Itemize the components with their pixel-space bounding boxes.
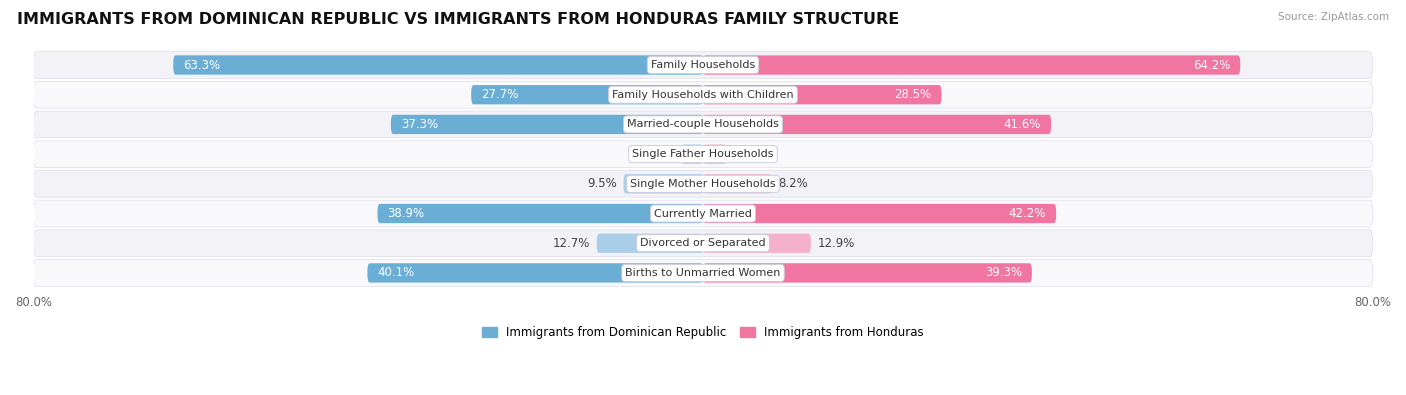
Text: 64.2%: 64.2% (1192, 58, 1230, 71)
FancyBboxPatch shape (623, 174, 703, 194)
Text: Family Households: Family Households (651, 60, 755, 70)
Text: 12.7%: 12.7% (553, 237, 591, 250)
Text: 12.9%: 12.9% (818, 237, 855, 250)
FancyBboxPatch shape (703, 174, 772, 194)
FancyBboxPatch shape (34, 260, 1372, 286)
Text: Divorced or Separated: Divorced or Separated (640, 238, 766, 248)
Text: Single Mother Households: Single Mother Households (630, 179, 776, 189)
FancyBboxPatch shape (34, 171, 1372, 197)
FancyBboxPatch shape (173, 55, 703, 75)
Text: Family Households with Children: Family Households with Children (612, 90, 794, 100)
FancyBboxPatch shape (703, 204, 1056, 223)
FancyBboxPatch shape (34, 230, 1372, 257)
FancyBboxPatch shape (682, 145, 703, 164)
Text: 41.6%: 41.6% (1004, 118, 1040, 131)
FancyBboxPatch shape (703, 263, 1032, 282)
FancyBboxPatch shape (596, 233, 703, 253)
FancyBboxPatch shape (34, 81, 1372, 108)
FancyBboxPatch shape (703, 55, 1240, 75)
Text: IMMIGRANTS FROM DOMINICAN REPUBLIC VS IMMIGRANTS FROM HONDURAS FAMILY STRUCTURE: IMMIGRANTS FROM DOMINICAN REPUBLIC VS IM… (17, 12, 898, 27)
Text: 39.3%: 39.3% (984, 266, 1022, 279)
FancyBboxPatch shape (34, 111, 1372, 138)
FancyBboxPatch shape (391, 115, 703, 134)
FancyBboxPatch shape (377, 204, 703, 223)
FancyBboxPatch shape (34, 52, 1372, 78)
FancyBboxPatch shape (703, 85, 942, 104)
Text: 8.2%: 8.2% (779, 177, 808, 190)
Text: Currently Married: Currently Married (654, 209, 752, 218)
FancyBboxPatch shape (34, 141, 1372, 167)
Text: 9.5%: 9.5% (588, 177, 617, 190)
FancyBboxPatch shape (34, 200, 1372, 227)
Text: 63.3%: 63.3% (183, 58, 221, 71)
Text: 40.1%: 40.1% (377, 266, 415, 279)
Text: 2.6%: 2.6% (645, 148, 675, 161)
Text: Married-couple Households: Married-couple Households (627, 119, 779, 130)
Text: 27.7%: 27.7% (481, 88, 519, 101)
FancyBboxPatch shape (367, 263, 703, 282)
FancyBboxPatch shape (703, 115, 1052, 134)
Text: Births to Unmarried Women: Births to Unmarried Women (626, 268, 780, 278)
Text: 2.8%: 2.8% (733, 148, 763, 161)
Text: Source: ZipAtlas.com: Source: ZipAtlas.com (1278, 12, 1389, 22)
FancyBboxPatch shape (703, 145, 727, 164)
FancyBboxPatch shape (703, 233, 811, 253)
Legend: Immigrants from Dominican Republic, Immigrants from Honduras: Immigrants from Dominican Republic, Immi… (482, 326, 924, 339)
Text: 28.5%: 28.5% (894, 88, 931, 101)
Text: 38.9%: 38.9% (388, 207, 425, 220)
Text: 42.2%: 42.2% (1008, 207, 1046, 220)
Text: Single Father Households: Single Father Households (633, 149, 773, 159)
Text: 37.3%: 37.3% (401, 118, 439, 131)
FancyBboxPatch shape (471, 85, 703, 104)
